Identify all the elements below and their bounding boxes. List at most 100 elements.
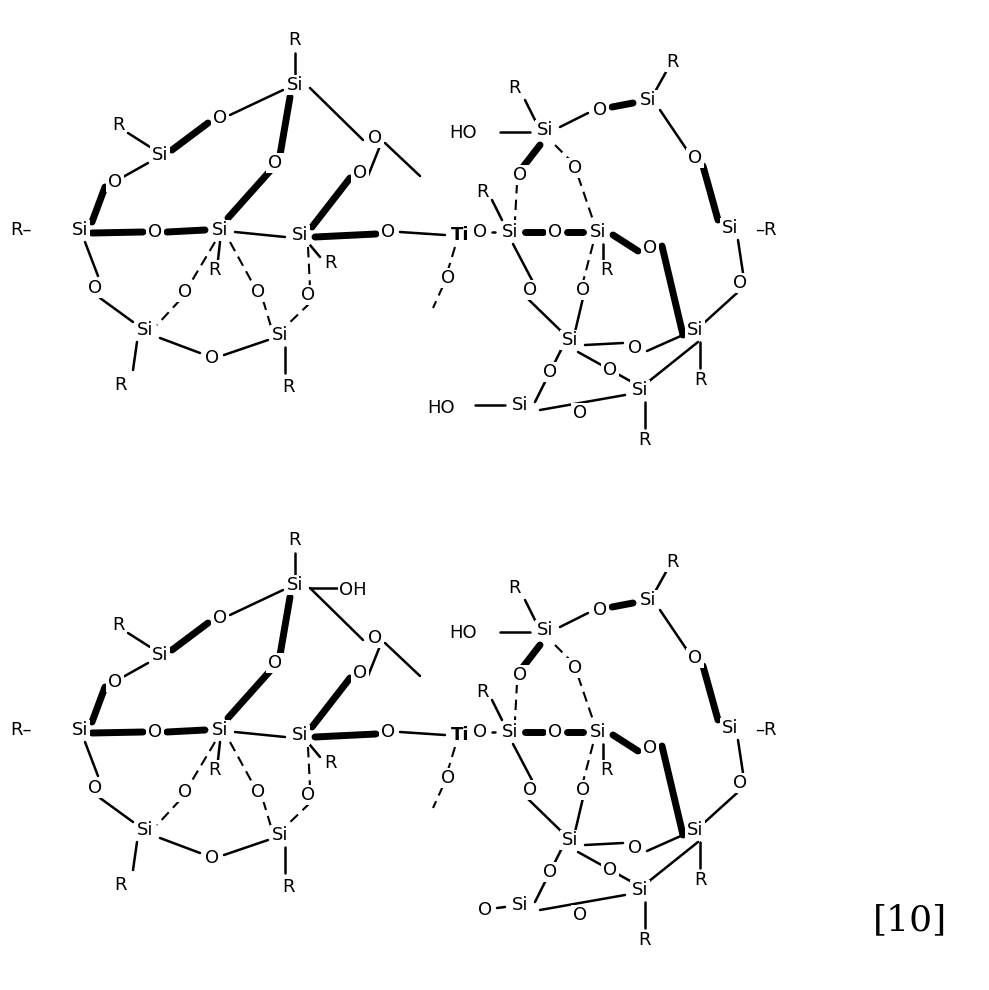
Text: O: O <box>381 723 395 741</box>
Text: O: O <box>268 654 282 672</box>
Text: Si: Si <box>136 821 153 839</box>
Text: R: R <box>508 579 521 597</box>
Text: O: O <box>251 283 265 301</box>
Text: O: O <box>688 649 702 667</box>
Text: R: R <box>693 871 706 889</box>
Text: R: R <box>323 754 336 772</box>
Text: R–: R– <box>11 721 32 739</box>
Text: O: O <box>643 739 657 757</box>
Text: O: O <box>353 164 367 182</box>
Text: HO: HO <box>449 624 477 642</box>
Text: Si: Si <box>562 831 579 849</box>
Text: Si: Si <box>272 826 288 844</box>
Text: R: R <box>114 876 127 894</box>
Text: O: O <box>603 361 617 379</box>
Text: O: O <box>108 173 122 191</box>
Text: Si: Si <box>511 396 528 414</box>
Text: Si: Si <box>686 821 703 839</box>
Text: Si: Si <box>292 226 309 244</box>
Text: O: O <box>88 779 102 797</box>
Text: HO: HO <box>449 124 477 142</box>
Text: –R: –R <box>755 221 776 239</box>
Text: Si: Si <box>589 723 606 741</box>
Text: O: O <box>548 723 562 741</box>
Text: O: O <box>88 279 102 297</box>
Text: Si: Si <box>292 726 309 744</box>
Text: R–: R– <box>11 221 32 239</box>
Text: O: O <box>593 601 607 619</box>
Text: O: O <box>205 349 219 367</box>
Text: R: R <box>114 376 127 394</box>
Text: R: R <box>508 79 521 97</box>
Text: R: R <box>289 31 302 49</box>
Text: O: O <box>441 769 455 787</box>
Text: O: O <box>568 659 583 677</box>
Text: O: O <box>473 223 487 241</box>
Text: O: O <box>576 281 590 299</box>
Text: Si: Si <box>272 326 288 344</box>
Text: O: O <box>441 269 455 287</box>
Text: Si: Si <box>151 146 168 164</box>
Text: R: R <box>112 616 125 634</box>
Text: R: R <box>209 761 222 779</box>
Text: O: O <box>301 286 315 304</box>
Text: Si: Si <box>501 723 518 741</box>
Text: Si: Si <box>632 381 648 399</box>
Text: Si: Si <box>632 881 648 899</box>
Text: Si: Si <box>287 76 304 94</box>
Text: O: O <box>108 673 122 691</box>
Text: O: O <box>478 901 493 919</box>
Text: HO: HO <box>427 399 455 417</box>
Text: [10]: [10] <box>873 903 947 937</box>
Text: Si: Si <box>589 223 606 241</box>
Text: O: O <box>213 109 227 127</box>
Text: O: O <box>573 906 587 924</box>
Text: R: R <box>323 254 336 272</box>
Text: Si: Si <box>511 896 528 914</box>
Text: O: O <box>688 149 702 167</box>
Text: R: R <box>476 683 489 701</box>
Text: Si: Si <box>640 91 657 109</box>
Text: O: O <box>213 609 227 627</box>
Text: R: R <box>667 553 679 571</box>
Text: O: O <box>513 666 527 684</box>
Text: O: O <box>733 774 747 792</box>
Text: Si: Si <box>72 221 88 239</box>
Text: O: O <box>543 863 557 881</box>
Text: O: O <box>251 783 265 801</box>
Text: O: O <box>628 839 642 857</box>
Text: R: R <box>639 431 651 449</box>
Text: O: O <box>573 404 587 422</box>
Text: R: R <box>693 371 706 389</box>
Text: O: O <box>268 154 282 172</box>
Text: Si: Si <box>501 223 518 241</box>
Text: R: R <box>476 183 489 201</box>
Text: Si: Si <box>686 321 703 339</box>
Text: O: O <box>548 223 562 241</box>
Text: R: R <box>639 931 651 949</box>
Text: OH: OH <box>339 581 367 599</box>
Text: Si: Si <box>562 331 579 349</box>
Text: R: R <box>282 878 295 896</box>
Text: R: R <box>282 378 295 396</box>
Text: R: R <box>599 261 612 279</box>
Text: O: O <box>301 786 315 804</box>
Text: O: O <box>381 223 395 241</box>
Text: O: O <box>628 339 642 357</box>
Text: Si: Si <box>287 576 304 594</box>
Text: Si: Si <box>72 721 88 739</box>
Text: O: O <box>353 664 367 682</box>
Text: Ti: Ti <box>451 726 469 744</box>
Text: O: O <box>513 166 527 184</box>
Text: Si: Si <box>537 621 553 639</box>
Text: O: O <box>368 129 382 147</box>
Text: O: O <box>593 101 607 119</box>
Text: O: O <box>205 849 219 867</box>
Text: O: O <box>523 281 537 299</box>
Text: Si: Si <box>212 721 228 739</box>
Text: O: O <box>178 783 192 801</box>
Text: –R: –R <box>755 721 776 739</box>
Text: O: O <box>643 239 657 257</box>
Text: Si: Si <box>722 219 738 237</box>
Text: O: O <box>543 363 557 381</box>
